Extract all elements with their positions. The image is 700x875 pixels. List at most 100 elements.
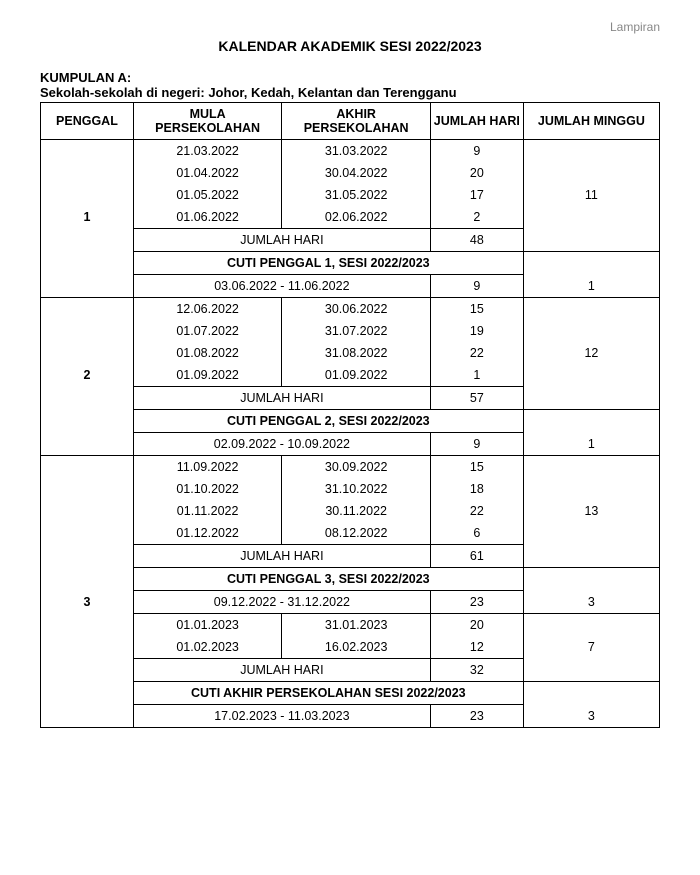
- cell-mula: 01.02.2023: [133, 636, 282, 659]
- p2-cuti-range: 02.09.2022 - 10.09.2022: [133, 433, 430, 456]
- cell-hari: 1: [430, 364, 523, 387]
- cell-minggu: [523, 140, 659, 163]
- th-jumlah-minggu: JUMLAH MINGGU: [523, 103, 659, 140]
- cell-minggu: [523, 410, 659, 433]
- calendar-table: PENGGAL MULA PERSEKOLAHAN AKHIR PERSEKOL…: [40, 102, 660, 728]
- cell-hari: 6: [430, 522, 523, 545]
- cell-mula: 01.06.2022: [133, 206, 282, 229]
- cell-hari: 19: [430, 320, 523, 342]
- cell-akhir: 31.07.2022: [282, 320, 431, 342]
- cell-mula: 01.05.2022: [133, 184, 282, 206]
- p3-cuti-a-title: CUTI PENGGAL 3, SESI 2022/2023: [133, 568, 523, 591]
- p3-cell: [41, 682, 134, 705]
- p3-cell: [41, 659, 134, 682]
- cell-mula: 01.07.2022: [133, 320, 282, 342]
- cell-mula: 21.03.2022: [133, 140, 282, 163]
- cell-mula: 01.08.2022: [133, 342, 282, 364]
- cell-minggu: 7: [523, 636, 659, 659]
- p3-cell: [41, 456, 134, 479]
- p1-cell: [41, 140, 134, 163]
- p3a-total-hari: 61: [430, 545, 523, 568]
- cell-hari: 18: [430, 478, 523, 500]
- cell-hari: 20: [430, 614, 523, 637]
- cell-minggu: [523, 206, 659, 229]
- p3-cell: [41, 478, 134, 500]
- p2-cell: [41, 298, 134, 321]
- p1-cell: [41, 275, 134, 298]
- cell-minggu: [523, 252, 659, 275]
- cell-akhir: 30.11.2022: [282, 500, 431, 522]
- p2-cell: [41, 410, 134, 433]
- cell-akhir: 31.10.2022: [282, 478, 431, 500]
- cell-akhir: 30.09.2022: [282, 456, 431, 479]
- cell-minggu: 13: [523, 500, 659, 522]
- cell-hari: 2: [430, 206, 523, 229]
- cell-akhir: 30.06.2022: [282, 298, 431, 321]
- p1-cell: [41, 162, 134, 184]
- p3-cell: [41, 522, 134, 545]
- cell-minggu: [523, 682, 659, 705]
- cell-minggu: [523, 229, 659, 252]
- cell-minggu: [523, 522, 659, 545]
- cell-minggu: [523, 162, 659, 184]
- cell-minggu: [523, 614, 659, 637]
- cell-mula: 01.10.2022: [133, 478, 282, 500]
- p1-cell: [41, 229, 134, 252]
- cell-minggu: [523, 545, 659, 568]
- cell-minggu: 12: [523, 342, 659, 364]
- p1-cell: [41, 252, 134, 275]
- p3-cuti-a-minggu: 3: [523, 591, 659, 614]
- p3-cell: [41, 568, 134, 591]
- cell-akhir: 02.06.2022: [282, 206, 431, 229]
- cell-akhir: 31.08.2022: [282, 342, 431, 364]
- cell-hari: 20: [430, 162, 523, 184]
- cell-minggu: [523, 387, 659, 410]
- p1-num: 1: [41, 206, 134, 229]
- cell-mula: 12.06.2022: [133, 298, 282, 321]
- p3-cuti-a-hari: 23: [430, 591, 523, 614]
- th-akhir: AKHIR PERSEKOLAHAN: [282, 103, 431, 140]
- p3-cell: [41, 500, 134, 522]
- cell-akhir: 31.05.2022: [282, 184, 431, 206]
- p1-cuti-title: CUTI PENGGAL 1, SESI 2022/2023: [133, 252, 523, 275]
- th-mula: MULA PERSEKOLAHAN: [133, 103, 282, 140]
- cell-akhir: 16.02.2023: [282, 636, 431, 659]
- p3-cuti-a-range: 09.12.2022 - 31.12.2022: [133, 591, 430, 614]
- cell-mula: 01.04.2022: [133, 162, 282, 184]
- jumlah-hari-label: JUMLAH HARI: [133, 545, 430, 568]
- p2-cuti-hari: 9: [430, 433, 523, 456]
- cell-mula: 01.12.2022: [133, 522, 282, 545]
- p1-cuti-range: 03.06.2022 - 11.06.2022: [133, 275, 430, 298]
- cell-akhir: 31.03.2022: [282, 140, 431, 163]
- cell-hari: 17: [430, 184, 523, 206]
- lampiran-label: Lampiran: [40, 20, 660, 34]
- p3-cell: [41, 705, 134, 728]
- cell-mula: 01.09.2022: [133, 364, 282, 387]
- cell-minggu: [523, 456, 659, 479]
- cell-minggu: [523, 568, 659, 591]
- p3-num: 3: [41, 591, 134, 614]
- p2-cell: [41, 320, 134, 342]
- cell-minggu: [523, 478, 659, 500]
- cell-akhir: 30.04.2022: [282, 162, 431, 184]
- cell-minggu: [523, 659, 659, 682]
- p3-cuti-b-title: CUTI AKHIR PERSEKOLAHAN SESI 2022/2023: [133, 682, 523, 705]
- cell-hari: 9: [430, 140, 523, 163]
- cell-hari: 15: [430, 298, 523, 321]
- p1-total-hari: 48: [430, 229, 523, 252]
- cell-mula: 01.01.2023: [133, 614, 282, 637]
- p3-cuti-b-hari: 23: [430, 705, 523, 728]
- jumlah-hari-label: JUMLAH HARI: [133, 387, 430, 410]
- cell-minggu: 11: [523, 184, 659, 206]
- cell-hari: 22: [430, 500, 523, 522]
- cell-minggu: [523, 364, 659, 387]
- p2-cuti-minggu: 1: [523, 433, 659, 456]
- group-title: KUMPULAN A:: [40, 70, 660, 85]
- p2-cell: [41, 433, 134, 456]
- p2-total-hari: 57: [430, 387, 523, 410]
- p3-cuti-b-minggu: 3: [523, 705, 659, 728]
- th-penggal: PENGGAL: [41, 103, 134, 140]
- jumlah-hari-label: JUMLAH HARI: [133, 229, 430, 252]
- cell-mula: 01.11.2022: [133, 500, 282, 522]
- p2-num: 2: [41, 364, 134, 387]
